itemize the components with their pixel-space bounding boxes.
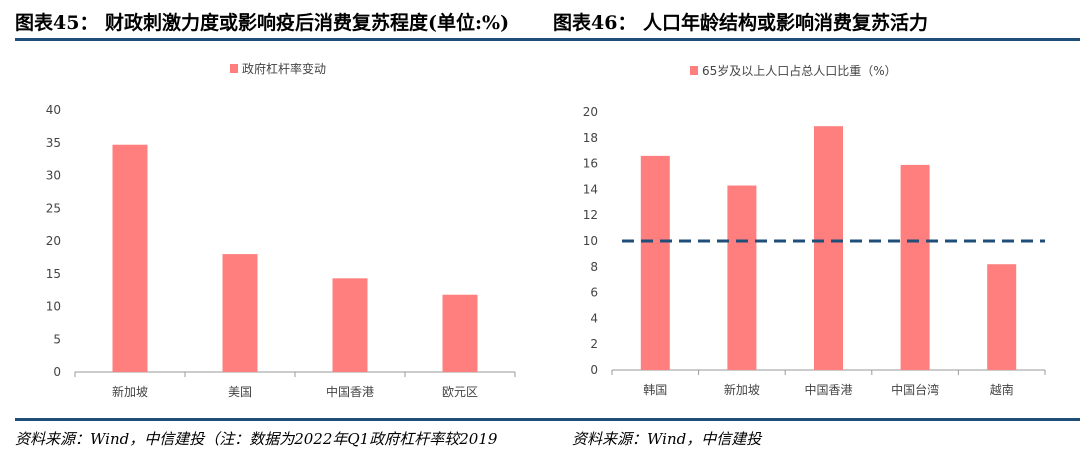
x-tick-label: 中国香港 [804, 382, 852, 397]
right-source: 资料来源：Wind，中信建投 [572, 430, 762, 448]
y-tick-label: 15 [46, 267, 61, 281]
bottom-rule [15, 418, 1080, 421]
y-tick-label: 30 [46, 169, 61, 183]
y-tick-label: 10 [583, 234, 598, 248]
top-rule [15, 38, 1080, 41]
y-tick-label: 25 [46, 201, 61, 215]
legend-swatch [690, 66, 698, 75]
x-tick-label: 韩国 [643, 382, 667, 397]
bar [900, 164, 930, 370]
y-tick-label: 20 [46, 234, 61, 248]
x-tick-label: 欧元区 [442, 385, 478, 399]
bar [727, 185, 757, 370]
bar [332, 278, 368, 372]
bar [640, 155, 670, 370]
bar [814, 126, 843, 370]
y-tick-label: 6 [590, 286, 598, 300]
y-tick-label: 20 [583, 105, 598, 119]
x-tick-label: 美国 [228, 385, 252, 399]
y-tick-label: 0 [53, 365, 61, 379]
legend-label: 65岁及以上人口占总人口比重（%） [702, 63, 897, 78]
y-tick-label: 14 [583, 182, 598, 196]
x-tick-label: 中国台湾 [891, 382, 939, 397]
y-tick-label: 8 [590, 260, 598, 274]
y-tick-label: 2 [590, 337, 598, 351]
y-tick-label: 35 [46, 136, 61, 150]
right-chart-title: 图表46： 人口年龄结构或影响消费复苏活力 [553, 12, 929, 34]
bar [442, 294, 478, 372]
y-tick-label: 18 [583, 131, 598, 145]
y-tick-label: 4 [590, 311, 598, 325]
bar [112, 144, 148, 372]
y-tick-label: 12 [583, 208, 598, 222]
y-tick-label: 10 [46, 300, 61, 314]
y-tick-label: 5 [53, 332, 61, 346]
y-tick-label: 40 [46, 103, 61, 117]
x-tick-label: 新加坡 [724, 382, 760, 397]
left-source: 资料来源：Wind，中信建投（注：数据为2022年Q1政府杠杆率较2019 [15, 430, 498, 448]
bar [222, 254, 258, 372]
bar [987, 264, 1017, 370]
y-tick-label: 0 [590, 363, 598, 377]
x-tick-label: 中国香港 [326, 384, 374, 399]
x-tick-label: 越南 [990, 382, 1014, 397]
y-tick-label: 16 [583, 157, 598, 171]
legend-swatch [230, 64, 238, 73]
left-chart-title: 图表45： 财政刺激力度或影响疫后消费复苏程度(单位:%) [15, 12, 510, 34]
x-tick-label: 新加坡 [112, 384, 148, 399]
legend-label: 政府杠杆率变动 [242, 61, 326, 76]
